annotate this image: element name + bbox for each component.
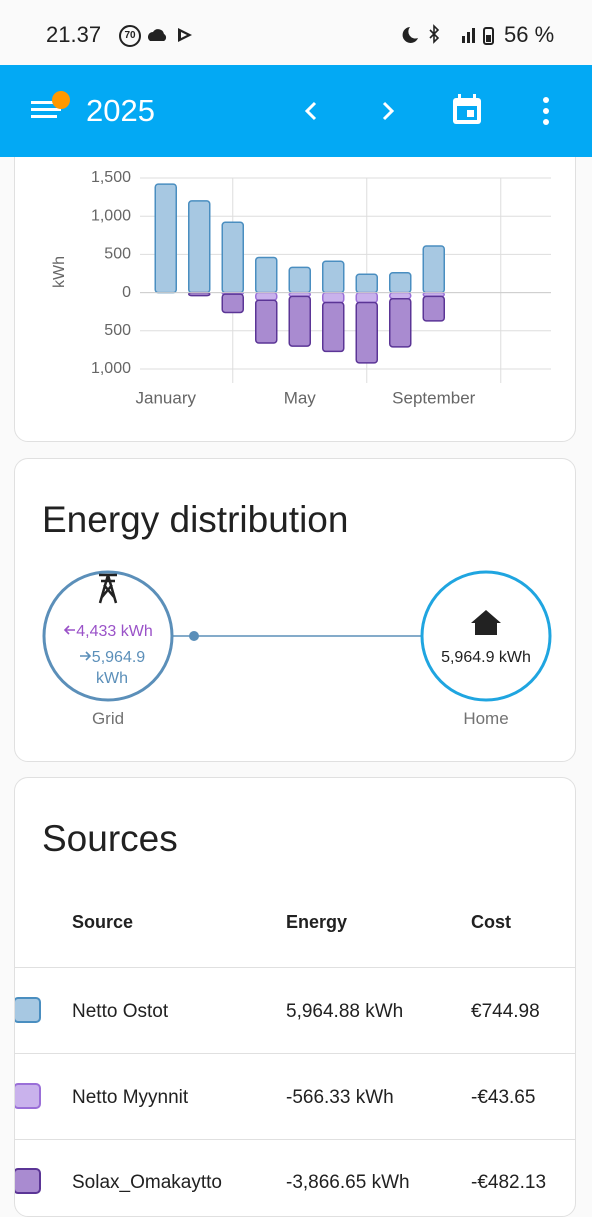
source-cost: -€482.13 bbox=[471, 1172, 547, 1193]
x-tick-label: September bbox=[392, 388, 475, 407]
bar bbox=[389, 297, 412, 348]
system-icons bbox=[402, 24, 494, 45]
app-title: 2025 bbox=[86, 93, 155, 128]
bar bbox=[389, 271, 412, 294]
bar bbox=[255, 299, 278, 344]
header-divider bbox=[15, 967, 575, 968]
grid-consumed: 5,964.9 kWh bbox=[65, 647, 159, 689]
calendar[interactable] bbox=[453, 94, 481, 124]
more[interactable] bbox=[543, 97, 549, 125]
bar bbox=[288, 295, 311, 347]
source-cost: €744.98 bbox=[471, 1001, 540, 1022]
distribution-card: Energy distribution 4,433 kWh 5,964.9 kW… bbox=[14, 458, 576, 762]
bar bbox=[322, 260, 345, 294]
row-divider bbox=[15, 1053, 575, 1054]
bar bbox=[221, 293, 244, 314]
next[interactable] bbox=[382, 101, 395, 121]
x-tick-label: May bbox=[284, 388, 317, 407]
column-header: Cost bbox=[471, 912, 511, 932]
y-tick-label: 1,000 bbox=[91, 360, 131, 377]
grid-returned: 4,433 kWh bbox=[44, 623, 172, 641]
y-tick-label: 500 bbox=[104, 322, 131, 339]
arrow-left bbox=[64, 625, 76, 635]
battery-level: 56 % bbox=[504, 22, 555, 47]
color-swatch bbox=[15, 1082, 41, 1109]
y-tick-label: 1,500 bbox=[91, 169, 131, 186]
bar bbox=[355, 291, 378, 304]
y-tick-label: 1,000 bbox=[91, 207, 131, 224]
source-name: Netto Myynnit bbox=[72, 1086, 189, 1108]
home-label: Home bbox=[463, 709, 509, 728]
bar bbox=[355, 301, 378, 364]
bar bbox=[154, 183, 177, 294]
bar bbox=[288, 266, 311, 294]
bar bbox=[322, 291, 345, 304]
x-tick-label: January bbox=[136, 388, 197, 407]
sources-card: Sources Source Energy Cost Netto Ostot 5,964… bbox=[14, 777, 576, 1217]
bar bbox=[255, 256, 278, 294]
source-energy: -3,866.65 kWh bbox=[286, 1172, 410, 1193]
grid-consumed-value: 5,964.9 kWh bbox=[91, 649, 146, 687]
y-tick-label: 0 bbox=[122, 284, 131, 301]
source-name: Netto Ostot bbox=[72, 1001, 169, 1022]
source-energy: -566.33 kWh bbox=[286, 1086, 394, 1108]
arrow-right bbox=[79, 651, 91, 661]
source-energy: 5,964.88 kWh bbox=[286, 1001, 404, 1022]
grid-returned-value: 4,433 kWh bbox=[76, 623, 153, 640]
status-icons bbox=[148, 28, 192, 42]
column-header: Energy bbox=[286, 912, 348, 932]
bar bbox=[355, 273, 378, 294]
previous[interactable] bbox=[304, 101, 317, 121]
speed-badge: 70 bbox=[119, 25, 141, 47]
grid-label: Grid bbox=[91, 709, 125, 728]
flow-diagram bbox=[42, 570, 552, 702]
clock: 21.37 bbox=[46, 22, 102, 47]
source-cost: -€43.65 bbox=[471, 1086, 536, 1108]
bar bbox=[188, 200, 211, 294]
source-name: Solax_Omakaytto bbox=[72, 1172, 222, 1193]
bar bbox=[389, 291, 412, 300]
bar bbox=[221, 221, 244, 294]
y-axis-label: kWh bbox=[51, 256, 68, 288]
chart: kWh 1,000 500 0 500 1,000 1,500 January May Sept… bbox=[51, 169, 551, 407]
card-title: Energy distribution bbox=[42, 499, 349, 540]
row-divider bbox=[15, 1138, 575, 1140]
y-tick-label: 500 bbox=[104, 246, 131, 263]
color-swatch bbox=[15, 997, 41, 1023]
bar bbox=[422, 245, 445, 294]
app-bar: 2025 bbox=[0, 65, 592, 157]
home-value: 5,964.9 kWh bbox=[441, 649, 531, 666]
status-bar: 21.37 70 56 % bbox=[0, 0, 592, 65]
color-swatch bbox=[15, 1168, 41, 1194]
card-title: Sources bbox=[42, 818, 178, 859]
app-actions bbox=[304, 94, 549, 125]
column-header: Source bbox=[72, 912, 134, 932]
bar bbox=[422, 295, 445, 322]
menu-button[interactable] bbox=[28, 91, 74, 127]
bar bbox=[322, 301, 345, 353]
bar bbox=[255, 291, 278, 301]
